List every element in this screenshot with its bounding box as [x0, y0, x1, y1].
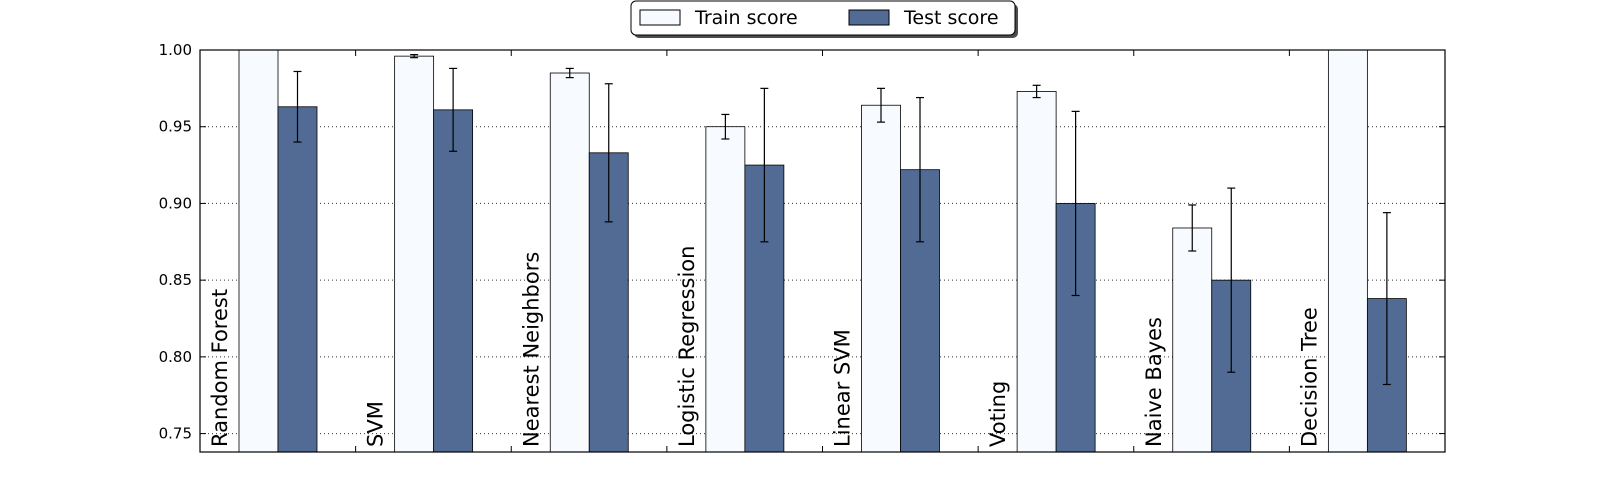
test-bar	[277, 106, 318, 453]
category-label: Nearest Neighbors	[519, 252, 543, 447]
train-bar	[1172, 227, 1213, 453]
gridlines	[200, 49, 1445, 435]
legend-swatch-test	[848, 9, 890, 26]
legend-label-test: Test score	[903, 7, 999, 29]
category-label: Decision Tree	[1297, 307, 1321, 447]
category-label: SVM	[364, 401, 388, 447]
y-tick-label: 0.80	[159, 348, 192, 366]
train-bar	[861, 104, 901, 453]
category-label: Linear SVM	[831, 329, 855, 447]
category-label: Naive Bayes	[1142, 317, 1166, 447]
legend-frame	[630, 0, 1016, 36]
category-label: Voting	[986, 381, 1010, 447]
category-label: Random Forest	[208, 289, 232, 447]
category-labels: Random Forest SVM Nearest Neighbors Logisti…	[208, 246, 1321, 447]
legend: Train score Test score	[630, 0, 1018, 38]
y-tick-label: 1.00	[159, 41, 192, 59]
legend-swatch-train	[639, 9, 681, 26]
train-bar	[238, 49, 279, 453]
train-bar	[1016, 91, 1057, 453]
plot-frame	[199, 49, 1446, 453]
legend-label-train: Train score	[694, 7, 798, 29]
y-tick-label: 0.90	[159, 194, 192, 212]
train-bar	[549, 72, 590, 453]
error-bars	[293, 54, 1391, 386]
test-bar	[433, 109, 474, 453]
train-bar	[1327, 49, 1368, 453]
y-tick-label: 0.75	[159, 425, 192, 443]
category-label: Logistic Regression	[675, 246, 699, 447]
y-tick-label: 0.95	[159, 118, 192, 136]
train-bar	[394, 55, 435, 453]
bars	[238, 49, 1407, 453]
y-axis-ticks: 0.75 0.80 0.85 0.90 0.95 1.00	[159, 41, 1445, 443]
train-bar	[705, 126, 746, 453]
y-tick-label: 0.85	[159, 271, 192, 289]
